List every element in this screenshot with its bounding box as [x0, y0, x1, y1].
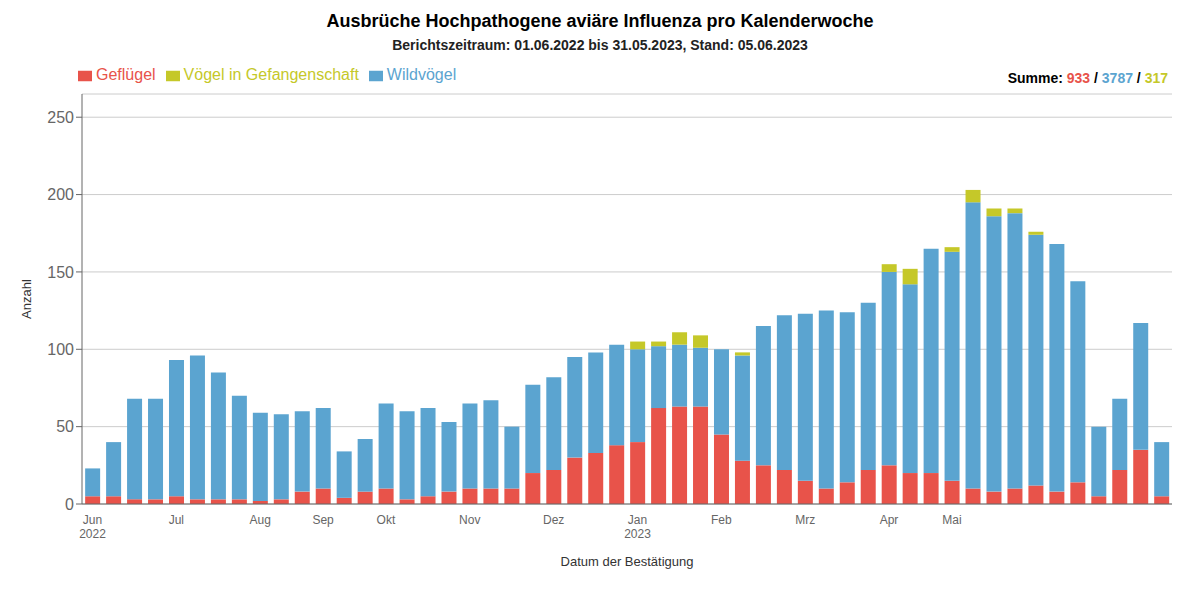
- svg-text:Aug: Aug: [249, 513, 270, 527]
- svg-text:250: 250: [47, 109, 74, 126]
- html-text:Geflügel: Geflügel: [96, 66, 156, 83]
- html-text:Ausbrüche Hochpathogene aviäre: Ausbrüche Hochpathogene aviäre Influenza…: [326, 11, 874, 31]
- svg-text:Anzahl: Anzahl: [19, 279, 34, 319]
- html-text:Wildvögel: Wildvögel: [386, 66, 457, 83]
- svg-text:150: 150: [47, 264, 74, 281]
- svg-text:200: 200: [47, 186, 74, 203]
- svg-text:Apr: Apr: [880, 513, 899, 527]
- html-text:Berichtszeitraum: 01.06.2022 b: Berichtszeitraum: 01.06.2022 bis 31.05.2…: [392, 37, 808, 53]
- svg-text:50: 50: [56, 418, 74, 435]
- svg-text:0: 0: [65, 496, 74, 513]
- html-text:Summe: 933 / 3787 / 317: Summe: 933 / 3787 / 317: [1007, 70, 1168, 86]
- svg-text:Nov: Nov: [459, 513, 480, 527]
- svg-text:Jun2022: Jun2022: [79, 513, 106, 541]
- svg-text:Jan2023: Jan2023: [624, 513, 651, 541]
- svg-text:Datum der Bestätigung: Datum der Bestätigung: [561, 554, 694, 569]
- svg-text:Okt: Okt: [377, 513, 396, 527]
- svg-text:Mrz: Mrz: [795, 513, 815, 527]
- svg-text:Feb: Feb: [711, 513, 732, 527]
- svg-text:Jul: Jul: [169, 513, 184, 527]
- svg-text:100: 100: [47, 341, 74, 358]
- svg-text:Dez: Dez: [543, 513, 564, 527]
- svg-text:Sep: Sep: [312, 513, 334, 527]
- svg-text:Mai: Mai: [942, 513, 961, 527]
- html-text:Vögel in Gefangenschaft: Vögel in Gefangenschaft: [183, 66, 359, 83]
